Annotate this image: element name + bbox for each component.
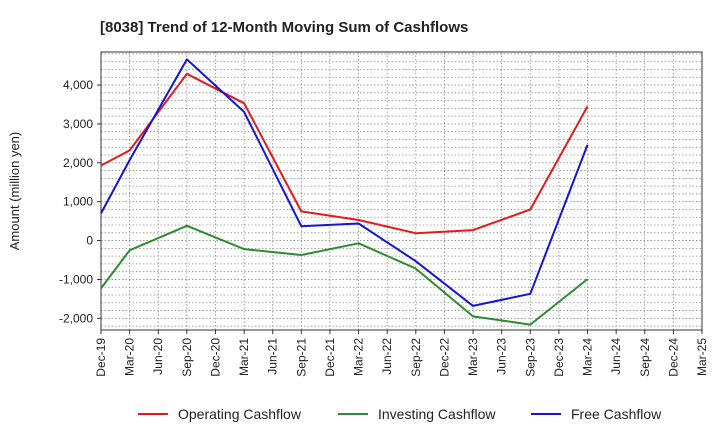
legend: Operating Cashflow Investing Cashflow Free… [138, 406, 662, 422]
x-tick-label: Mar-25 [695, 338, 709, 376]
y-tick-label: 1,000 [63, 195, 93, 209]
plot-background [101, 52, 702, 330]
x-tick-label: Dec-19 [94, 338, 108, 377]
series-line-3 [100, 58, 589, 307]
chart-title: [8038] Trend of 12-Month Moving Sum of C… [100, 19, 468, 36]
x-tick-label: Mar-24 [581, 338, 595, 376]
x-tick-label: Mar-22 [352, 338, 366, 376]
y-tick-label: -1,000 [59, 272, 93, 286]
x-tick-label: Jun-21 [266, 338, 280, 375]
y-tick-label: -2,000 [59, 311, 93, 325]
series-line-2 [100, 224, 589, 326]
legend-label-1: Operating Cashflow [178, 406, 302, 422]
series-line-1 [100, 72, 589, 235]
plot-border [100, 51, 703, 331]
x-tick-label: Dec-22 [437, 338, 451, 377]
x-tick-label: Jun-23 [495, 338, 509, 375]
x-tick-label: Mar-21 [237, 338, 251, 376]
x-tick-label: Jun-20 [151, 338, 165, 375]
y-tick-label: 2,000 [63, 156, 93, 170]
x-tick-label: Sep-20 [180, 338, 194, 377]
x-tick-label: Sep-24 [638, 338, 652, 377]
x-tick-label: Sep-23 [523, 338, 537, 377]
y-tick-label: 3,000 [63, 117, 93, 131]
y-tick-label: 0 [86, 234, 93, 248]
x-tick-label: Dec-24 [666, 338, 680, 377]
legend-label-3: Free Cashflow [571, 406, 662, 422]
x-tick-label: Jun-22 [380, 338, 394, 375]
y-tick-label: 4,000 [63, 78, 93, 92]
x-tick-label: Mar-20 [123, 338, 137, 376]
x-tick-label: Sep-21 [294, 338, 308, 377]
legend-label-2: Investing Cashflow [378, 406, 496, 422]
x-tick-label: Sep-22 [409, 338, 423, 377]
y-axis-label: Amount (million yen) [7, 132, 22, 251]
x-tick-label: Dec-21 [323, 338, 337, 377]
x-tick-label: Jun-24 [609, 338, 623, 375]
x-tick-label: Mar-23 [466, 338, 480, 376]
x-tick-label: Dec-20 [208, 338, 222, 377]
x-tick-label: Dec-23 [552, 338, 566, 377]
